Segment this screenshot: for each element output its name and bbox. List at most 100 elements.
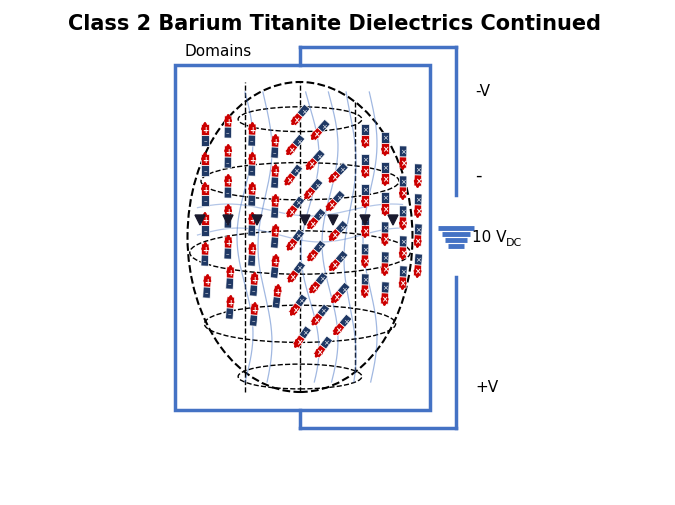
Text: ×: × [331,231,338,240]
Text: ×: × [382,145,388,154]
Polygon shape [271,167,279,178]
Text: ×: × [362,257,368,266]
Polygon shape [201,244,209,256]
Polygon shape [308,281,321,294]
Text: ×: × [288,145,295,155]
Polygon shape [297,105,310,118]
Polygon shape [360,216,370,226]
Polygon shape [250,304,259,316]
Polygon shape [201,215,209,226]
Text: ×: × [382,225,388,231]
Text: –: – [226,190,230,196]
Polygon shape [315,273,328,286]
Polygon shape [306,217,319,230]
Polygon shape [381,293,389,305]
Text: +: + [225,238,232,247]
Polygon shape [225,278,234,290]
Polygon shape [286,270,299,283]
Polygon shape [202,287,211,298]
Polygon shape [300,216,310,226]
Text: ×: × [296,337,302,346]
Polygon shape [248,225,256,237]
Text: ×: × [343,318,348,324]
Text: ×: × [381,294,388,304]
Polygon shape [293,335,305,348]
Text: ×: × [309,251,316,260]
Polygon shape [201,185,209,195]
Polygon shape [361,185,369,195]
Polygon shape [361,256,369,267]
Text: –: – [250,258,253,264]
Text: ×: × [319,276,325,282]
Polygon shape [399,218,406,229]
Text: DC: DC [506,237,522,247]
Polygon shape [224,248,232,260]
Polygon shape [271,267,279,279]
Text: ×: × [331,173,338,182]
Text: +: + [225,147,232,157]
Text: ×: × [296,200,301,206]
Polygon shape [292,135,305,148]
Polygon shape [250,285,258,296]
Text: ×: × [362,286,368,295]
Text: ×: × [382,195,388,201]
Polygon shape [361,244,369,256]
Polygon shape [201,155,209,166]
Polygon shape [224,146,232,158]
Polygon shape [226,297,234,309]
Text: +: + [272,197,278,207]
Text: ×: × [415,197,421,203]
Text: +: + [272,168,278,177]
Polygon shape [224,207,232,218]
Polygon shape [201,256,209,267]
Text: ×: × [339,255,344,260]
Text: ×: × [317,212,323,218]
Text: ×: × [288,240,295,249]
Text: –: – [250,138,254,144]
Text: +: + [249,186,255,194]
Text: +: + [227,298,234,308]
Text: ×: × [415,227,421,233]
Polygon shape [286,238,298,251]
Polygon shape [248,195,256,207]
Text: ×: × [294,168,299,174]
Polygon shape [361,215,369,226]
Polygon shape [399,277,406,289]
Text: –: – [226,160,230,166]
Polygon shape [201,136,209,147]
Text: +: + [249,156,255,165]
Polygon shape [400,236,407,247]
Polygon shape [252,216,262,226]
Polygon shape [305,158,318,171]
Text: +: + [204,277,211,286]
Polygon shape [290,165,302,178]
Text: ×: × [317,244,323,250]
Text: ×: × [308,160,315,169]
Polygon shape [330,291,343,304]
Text: +: + [225,118,232,127]
Text: ×: × [400,189,406,197]
Text: ×: × [400,219,406,228]
Polygon shape [381,144,389,155]
Polygon shape [414,206,422,217]
Text: ×: × [400,209,406,215]
Text: –: – [203,258,207,264]
Text: –: – [273,180,277,186]
Polygon shape [292,229,304,243]
Polygon shape [271,147,279,159]
Polygon shape [332,323,345,336]
Text: ×: × [400,269,406,275]
Polygon shape [224,177,232,188]
Text: ×: × [339,167,345,173]
Text: +: + [202,245,209,255]
Polygon shape [224,128,232,139]
Polygon shape [248,215,256,226]
Polygon shape [271,208,279,219]
Polygon shape [317,305,329,318]
Polygon shape [335,251,348,264]
Polygon shape [250,274,259,286]
Polygon shape [313,150,325,163]
Text: –: – [203,228,207,234]
Text: –: – [226,251,230,257]
Polygon shape [223,216,233,226]
